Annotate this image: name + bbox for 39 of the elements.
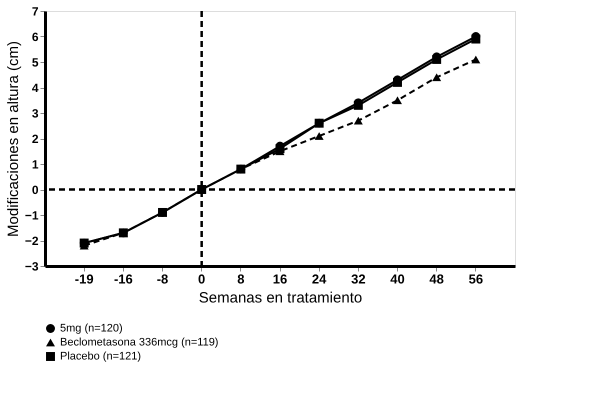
- y-tick-label: 7: [32, 4, 39, 18]
- x-tick-label: 0: [198, 272, 206, 286]
- point: [314, 132, 324, 140]
- y-tick-label: −1: [24, 208, 39, 222]
- y-tick-label: 5: [32, 56, 39, 70]
- x-tick-label: 48: [429, 272, 444, 286]
- x-tick-label: 8: [237, 272, 244, 286]
- y-tick-label: 0: [32, 183, 39, 197]
- x-axis-title: Semanas en tratamiento: [198, 290, 362, 306]
- x-tick-label: -8: [156, 272, 168, 286]
- x-tick-label: 16: [272, 272, 288, 286]
- x-tick-label: -16: [114, 272, 133, 286]
- point: [80, 238, 89, 248]
- point: [471, 34, 480, 44]
- legend-label: Placebo (n=121): [60, 350, 142, 362]
- x-tick-label: 24: [312, 272, 328, 286]
- y-axis-title: Modificaciones en altura (cm): [4, 41, 22, 237]
- y-tick-label: 3: [32, 106, 39, 120]
- y-tick-label: 6: [32, 30, 39, 44]
- y-tick-label: 2: [32, 132, 39, 146]
- y-tick-label: −3: [24, 260, 39, 274]
- legend-label: Beclometasona 336mcg (n=119): [60, 336, 218, 348]
- point: [432, 73, 442, 82]
- point: [354, 100, 363, 110]
- point: [471, 56, 480, 64]
- y-tick-label: 1: [32, 158, 39, 172]
- legend-label: 5mg (n=120): [60, 322, 123, 334]
- point: [393, 78, 402, 87]
- x-tick-label: 56: [468, 272, 484, 286]
- point: [314, 118, 324, 128]
- x-tick-label: -19: [74, 272, 94, 286]
- point: [432, 54, 442, 64]
- point: [393, 96, 402, 104]
- point: [354, 116, 363, 125]
- point: [276, 144, 284, 154]
- x-tick-label: 32: [351, 272, 366, 286]
- y-tick-label: −2: [24, 234, 39, 248]
- x-tick-label: 40: [390, 272, 405, 286]
- y-tick-label: 4: [32, 81, 39, 95]
